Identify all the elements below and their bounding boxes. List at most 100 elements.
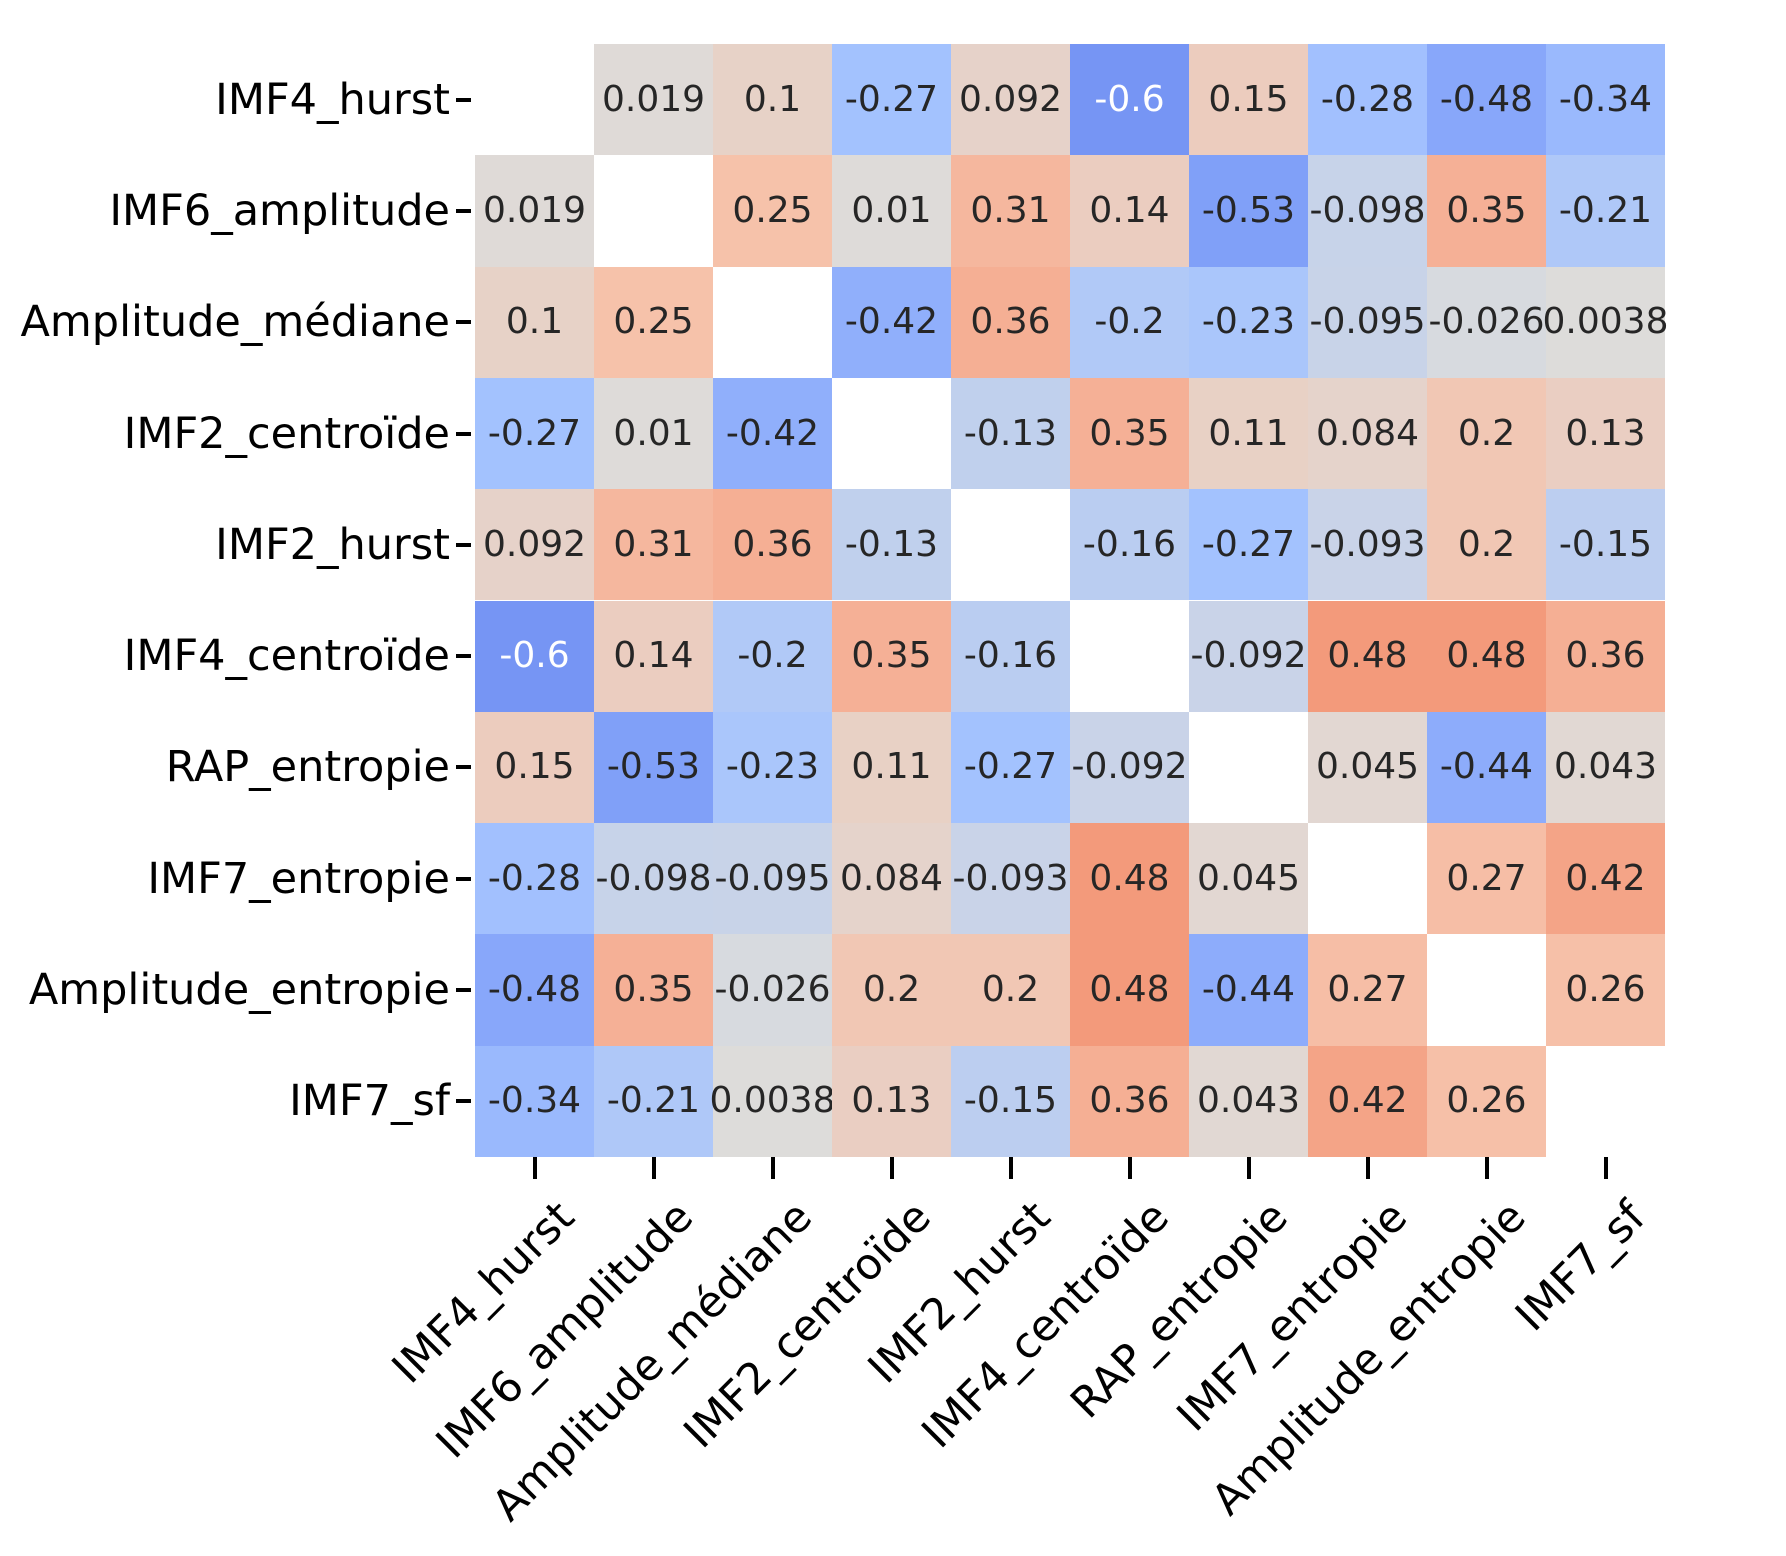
heatmap-cell: -0.2 [713, 600, 832, 712]
heatmap-cell [1308, 823, 1427, 935]
heatmap-cell: -0.2 [1070, 266, 1189, 378]
heatmap-cell: 0.35 [832, 600, 951, 712]
heatmap-cell: -0.42 [713, 377, 832, 490]
heatmap-cell [1189, 711, 1308, 824]
y-tick-mark [456, 542, 471, 547]
heatmap-cell: 0.0038 [710, 1045, 835, 1157]
heatmap-cell [475, 44, 594, 156]
heatmap-cell: 0.13 [832, 1045, 951, 1157]
x-tick-mark [1365, 1157, 1370, 1179]
heatmap-cell: 0.48 [1427, 600, 1546, 712]
heatmap-cell: -0.23 [713, 711, 832, 824]
heatmap-cell [832, 377, 951, 490]
heatmap-cell [1546, 1045, 1665, 1157]
heatmap-cell: -0.44 [1189, 934, 1308, 1046]
heatmap-cell: 0.27 [1308, 934, 1427, 1046]
y-tick-mark [456, 988, 471, 993]
heatmap-cell: -0.093 [1308, 489, 1427, 601]
heatmap-cell: 0.019 [475, 155, 594, 267]
heatmap-cell: 0.092 [951, 44, 1070, 156]
heatmap-cell: -0.6 [475, 600, 594, 712]
heatmap-cell: 0.14 [594, 600, 713, 712]
heatmap-cell: 0.2 [832, 934, 951, 1046]
y-tick-mark [456, 765, 471, 770]
heatmap-cell [1070, 600, 1189, 712]
heatmap-cell: -0.16 [1070, 489, 1189, 601]
y-axis-label: IMF6_amplitude [109, 185, 450, 236]
heatmap-cell: -0.098 [594, 823, 713, 935]
heatmap-cell: 0.1 [475, 266, 594, 378]
x-tick-mark [889, 1157, 894, 1179]
heatmap-cell: -0.026 [713, 934, 832, 1046]
heatmap-cell: -0.16 [951, 600, 1070, 712]
y-axis-label: IMF2_centroïde [123, 408, 450, 459]
heatmap-cell: 0.15 [1189, 44, 1308, 156]
heatmap-cell: 0.045 [1189, 823, 1308, 935]
heatmap-cell: 0.01 [594, 377, 713, 490]
heatmap-cell: 0.26 [1427, 1045, 1546, 1157]
heatmap-cell [594, 155, 713, 267]
y-tick-mark [456, 208, 471, 213]
y-tick-mark [456, 431, 471, 436]
heatmap-cell: -0.53 [594, 711, 713, 824]
heatmap-cell: 0.36 [1070, 1045, 1189, 1157]
heatmap-cell: 0.42 [1308, 1045, 1427, 1157]
heatmap-cell: -0.34 [475, 1045, 594, 1157]
y-axis-label: Amplitude_médiane [20, 297, 451, 348]
heatmap-cell: 0.48 [1070, 823, 1189, 935]
heatmap-cell: -0.27 [951, 711, 1070, 824]
heatmap-cell: -0.13 [951, 377, 1070, 490]
heatmap-cell: 0.11 [1189, 377, 1308, 490]
y-tick-mark [456, 97, 471, 102]
heatmap-cell: 0.084 [832, 823, 951, 935]
x-axis-label: IMF7_sf [1505, 1192, 1655, 1342]
x-tick-mark [651, 1157, 656, 1179]
heatmap-cell: 0.2 [951, 934, 1070, 1046]
heatmap-cell: 0.1 [713, 44, 832, 156]
x-tick-mark [1127, 1157, 1132, 1179]
heatmap-cell: 0.045 [1308, 711, 1427, 824]
heatmap-cell: 0.019 [594, 44, 713, 156]
y-axis-label: IMF4_hurst [215, 74, 450, 125]
heatmap-cell: -0.42 [832, 266, 951, 378]
heatmap-cell: 0.2 [1427, 489, 1546, 601]
heatmap-cell: 0.31 [951, 155, 1070, 267]
heatmap-cell: -0.095 [713, 823, 832, 935]
heatmap-cell: 0.26 [1546, 934, 1665, 1046]
heatmap-cell: -0.092 [1189, 600, 1308, 712]
heatmap-cell: -0.6 [1070, 44, 1189, 156]
y-tick-mark [456, 1099, 471, 1104]
y-tick-mark [456, 876, 471, 881]
heatmap-cell: 0.36 [1546, 600, 1665, 712]
y-axis-label: IMF7_entropie [147, 853, 450, 904]
heatmap-cell: -0.23 [1189, 266, 1308, 378]
y-axis-label: RAP_entropie [165, 742, 450, 793]
heatmap-cell: 0.35 [594, 934, 713, 1046]
heatmap-cell: 0.14 [1070, 155, 1189, 267]
heatmap-cell: 0.092 [475, 489, 594, 601]
heatmap-cell: -0.53 [1189, 155, 1308, 267]
heatmap-cell: -0.093 [951, 823, 1070, 935]
heatmap-cell [1427, 934, 1546, 1046]
heatmap-cell: 0.36 [713, 489, 832, 601]
heatmap-cell: 0.27 [1427, 823, 1546, 935]
heatmap-cell: 0.13 [1546, 377, 1665, 490]
heatmap-cell: 0.01 [832, 155, 951, 267]
heatmap-cell: 0.35 [1427, 155, 1546, 267]
y-tick-mark [456, 320, 471, 325]
heatmap-cell: 0.25 [713, 155, 832, 267]
heatmap-cell: -0.28 [475, 823, 594, 935]
heatmap-cell: 0.0038 [1543, 266, 1668, 378]
heatmap-cell [713, 266, 832, 378]
heatmap-cell: -0.092 [1070, 711, 1189, 824]
heatmap-cell: -0.48 [475, 934, 594, 1046]
heatmap-cell: -0.34 [1546, 44, 1665, 156]
y-axis-label: IMF2_hurst [215, 519, 450, 570]
heatmap-cell: -0.026 [1427, 266, 1546, 378]
heatmap-cell: 0.31 [594, 489, 713, 601]
y-tick-mark [456, 654, 471, 659]
heatmap-cell: 0.15 [475, 711, 594, 824]
heatmap-cell: -0.28 [1308, 44, 1427, 156]
heatmap-cell: -0.27 [1189, 489, 1308, 601]
